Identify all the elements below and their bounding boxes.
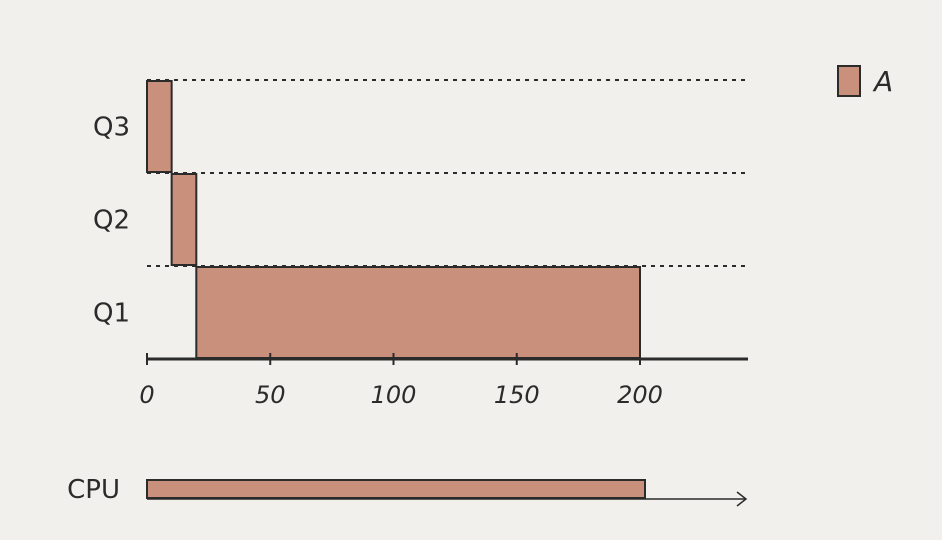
x-tick-label: 150 bbox=[494, 381, 540, 409]
x-axis: 0 50 100 150 200 bbox=[139, 353, 748, 409]
cpu-time-arrow-head bbox=[736, 491, 748, 507]
legend-label-a: A bbox=[872, 65, 893, 98]
x-tick-label: 100 bbox=[371, 381, 417, 409]
bar-a-q2 bbox=[170, 173, 198, 266]
cpu-segment-a bbox=[146, 479, 646, 499]
bar-a-q1 bbox=[195, 266, 642, 359]
x-tick-label: 50 bbox=[255, 381, 286, 409]
legend: A bbox=[837, 65, 893, 98]
cpu-timeline: CPU bbox=[67, 475, 748, 507]
x-tick-label: 200 bbox=[617, 381, 663, 409]
bars bbox=[146, 80, 642, 359]
legend-swatch-a bbox=[837, 65, 861, 97]
lane-labels: Q3 Q2 Q1 bbox=[93, 113, 130, 329]
cpu-label: CPU bbox=[67, 475, 120, 505]
lane-separators bbox=[147, 79, 748, 267]
lane-label-q3: Q3 bbox=[93, 113, 130, 143]
x-tick-label: 0 bbox=[139, 381, 154, 409]
lane-label-q2: Q2 bbox=[93, 206, 130, 236]
lane-label-q1: Q1 bbox=[93, 299, 130, 329]
bar-a-q3 bbox=[146, 80, 173, 173]
